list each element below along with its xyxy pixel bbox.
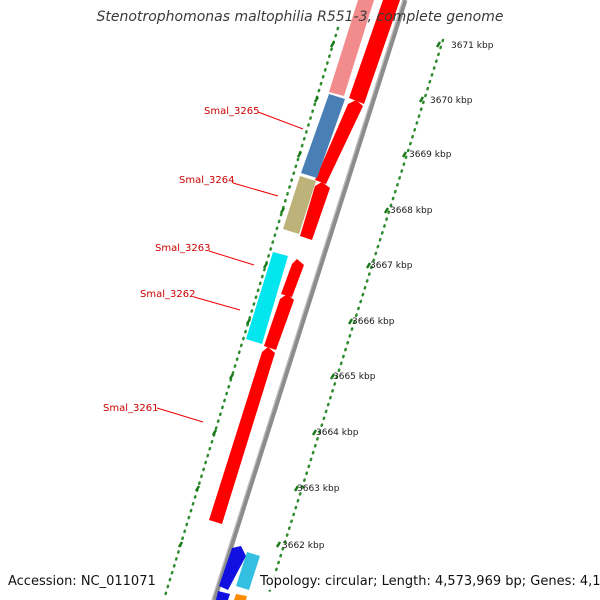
- cds-feature[interactable]: [246, 252, 288, 344]
- ruler-tick: [313, 96, 320, 103]
- cds-feature[interactable]: [300, 182, 330, 240]
- ruler-tick: [383, 207, 390, 214]
- genome-backbone-highlight: [211, 0, 404, 600]
- reverse-cds-track[interactable]: [216, 0, 374, 600]
- ruler-tick: [245, 318, 252, 325]
- ruler-tick: [435, 41, 442, 48]
- gene-label-lines: [156, 111, 304, 423]
- cds-feature[interactable]: [209, 347, 275, 524]
- cds-feature[interactable]: [236, 552, 260, 590]
- gene-label-line: [208, 250, 255, 266]
- gene-label-line: [232, 182, 279, 197]
- cds-feature[interactable]: [219, 546, 246, 590]
- ruler-tick: [275, 541, 282, 548]
- cds-feature[interactable]: [234, 594, 247, 600]
- cds-feature[interactable]: [216, 591, 230, 600]
- ruler-tick: [262, 262, 269, 269]
- ruler-tick: [194, 485, 201, 492]
- ruler-labels: 3671 kbp 3670 kbp 3669 kbp 3668 kbp 3667…: [282, 41, 494, 551]
- ruler-label: 3665 kbp: [333, 372, 376, 382]
- gene-label[interactable]: Smal_3262: [140, 289, 195, 300]
- ruler-label: 3670 kbp: [430, 96, 473, 106]
- ruler-tick: [211, 429, 218, 436]
- inner-ruler-dots: [163, 26, 340, 598]
- forward-cds-track[interactable]: [209, 0, 400, 524]
- cds-feature[interactable]: [301, 94, 345, 178]
- ruler-tick: [347, 318, 354, 325]
- ruler-label: 3664 kbp: [316, 428, 359, 438]
- ruler-label: 3669 kbp: [409, 150, 452, 160]
- ruler-tick: [296, 151, 303, 158]
- ruler-label: 3668 kbp: [390, 206, 433, 216]
- ruler-tick: [177, 541, 184, 548]
- ruler-label: 3663 kbp: [297, 484, 340, 494]
- cds-feature[interactable]: [281, 259, 304, 297]
- ruler-label: 3671 kbp: [451, 41, 494, 51]
- gene-label-line: [156, 407, 204, 423]
- genome-summary-text: Topology: circular; Length: 4,573,969 bp…: [258, 573, 600, 590]
- ruler-tick: [418, 96, 425, 103]
- inner-ruler-ticks: [177, 41, 336, 548]
- ruler-tick: [228, 373, 235, 380]
- ruler-label: 3667 kbp: [370, 261, 413, 271]
- ruler-tick: [279, 207, 286, 214]
- ruler-label: 3666 kbp: [352, 317, 395, 327]
- cds-feature[interactable]: [283, 176, 316, 234]
- gene-label[interactable]: Smal_3264: [179, 175, 234, 186]
- gene-label[interactable]: Smal_3261: [103, 403, 158, 414]
- ruler-tick: [365, 262, 372, 269]
- ruler-tick: [329, 373, 336, 380]
- map-title: Stenotrophomonas maltophilia R551-3, com…: [96, 9, 504, 25]
- ruler-tick: [401, 151, 408, 158]
- ruler-tick: [311, 429, 318, 436]
- ruler-tick: [329, 41, 336, 48]
- cds-feature[interactable]: [315, 100, 363, 184]
- gene-label-line: [193, 296, 241, 311]
- gene-labels: Smal_3265 Smal_3264 Smal_3263 Smal_3262 …: [103, 106, 259, 414]
- cds-feature[interactable]: [264, 294, 294, 350]
- accession-text: Accession: NC_011071: [6, 573, 158, 590]
- gene-label[interactable]: Smal_3263: [155, 243, 210, 254]
- genome-backbone: [211, 0, 408, 600]
- gene-label[interactable]: Smal_3265: [204, 106, 259, 117]
- ruler-label: 3662 kbp: [282, 541, 325, 551]
- gene-label-line: [257, 111, 304, 130]
- cds-feature[interactable]: [329, 0, 374, 96]
- ruler-tick: [293, 485, 300, 492]
- cds-feature[interactable]: [349, 0, 400, 104]
- inner-ruler-track: [163, 26, 340, 598]
- outer-ruler-ticks: [275, 41, 442, 548]
